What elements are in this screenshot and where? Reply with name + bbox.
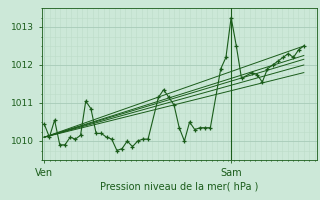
X-axis label: Pression niveau de la mer( hPa ): Pression niveau de la mer( hPa ) [100,182,258,192]
